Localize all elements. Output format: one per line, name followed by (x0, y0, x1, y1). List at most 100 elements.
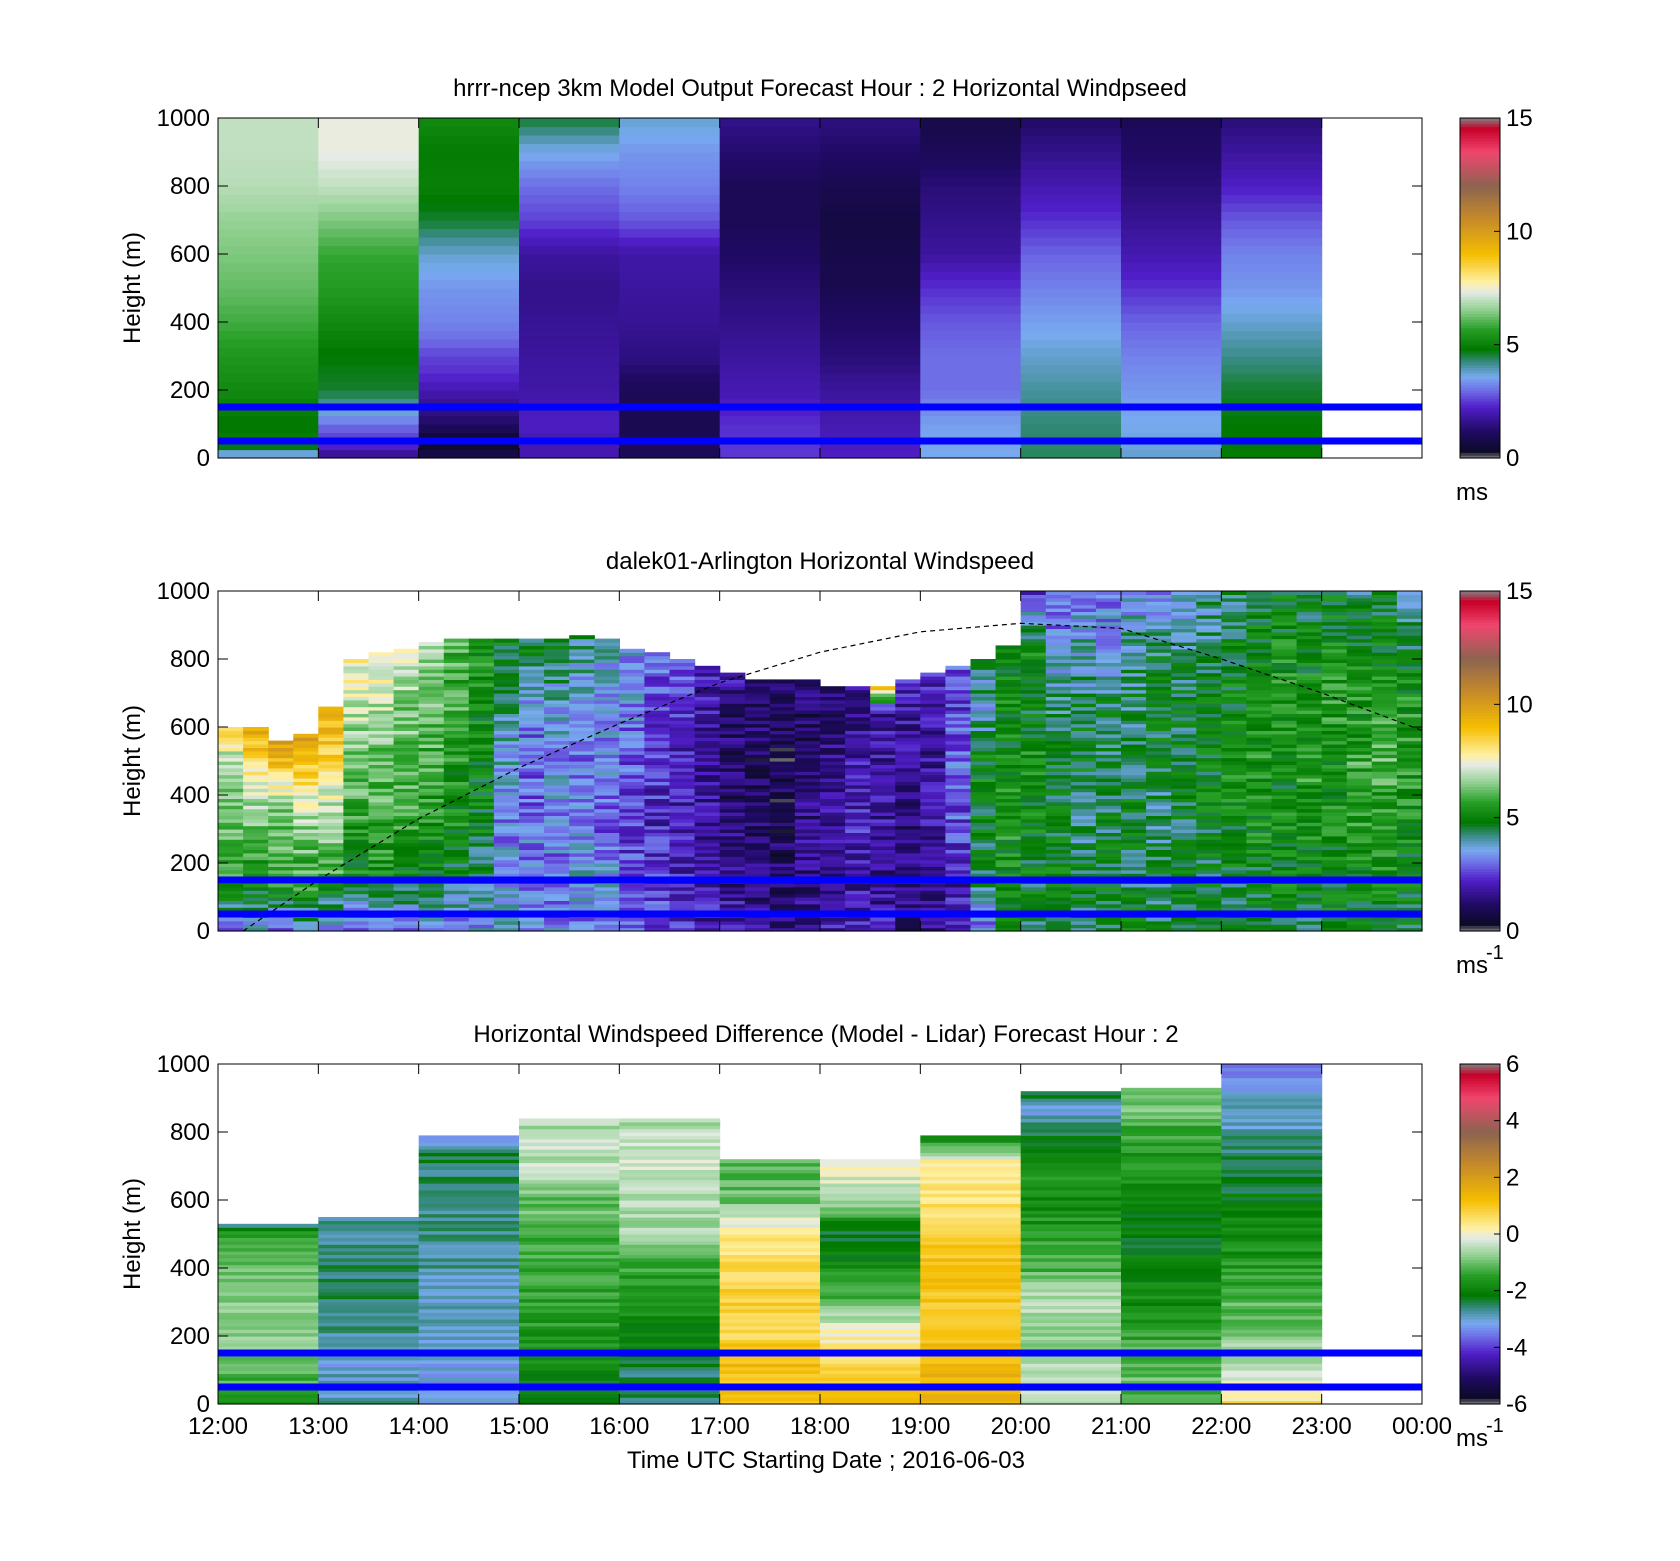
heatmap-cell (218, 920, 244, 925)
heatmap-cell (493, 832, 520, 837)
heatmap-cell (1321, 873, 1348, 878)
heatmap-cell (569, 693, 595, 697)
heatmap-cell (544, 863, 570, 867)
heatmap-cell (895, 747, 921, 752)
heatmap-cell (1070, 764, 1097, 769)
heatmap-cell (1146, 706, 1172, 711)
colorbar-swatch (1460, 392, 1500, 397)
heatmap-cell (594, 805, 620, 810)
heatmap-cell (945, 859, 972, 864)
heatmap-cell (870, 740, 896, 745)
heatmap-cell (243, 849, 269, 854)
heatmap-cell (343, 805, 370, 810)
heatmap-cell (1296, 778, 1323, 782)
colorbar-swatch (1460, 222, 1500, 227)
heatmap-cell (694, 883, 721, 888)
heatmap-cell (895, 873, 921, 878)
heatmap-cell (1271, 829, 1298, 833)
colorbar-swatch (1460, 755, 1500, 759)
heatmap-cell (268, 849, 294, 854)
heatmap-cell (243, 890, 269, 895)
heatmap-cell (644, 907, 671, 912)
heatmap-cell (268, 890, 294, 895)
heatmap-cell (895, 924, 921, 929)
heatmap-cell (870, 893, 896, 898)
heatmap-cell (1121, 689, 1147, 694)
heatmap-cell (1045, 927, 1072, 932)
heatmap-cell (845, 897, 871, 901)
heatmap-cell (1271, 696, 1298, 701)
heatmap-cell (1121, 924, 1147, 929)
heatmap-cell (519, 740, 545, 745)
heatmap-cell (368, 788, 395, 793)
heatmap-cell (820, 381, 921, 391)
heatmap-cell (1146, 703, 1172, 708)
heatmap-cell (820, 716, 846, 721)
heatmap-cell (1171, 852, 1197, 857)
heatmap-cell (1095, 869, 1122, 874)
colorbar-swatch (1460, 831, 1500, 836)
heatmap-cell (243, 730, 269, 735)
heatmap-cell (1146, 829, 1172, 833)
heatmap-cell (519, 160, 620, 170)
heatmap-cell (1196, 713, 1222, 718)
heatmap-cell (519, 169, 620, 179)
heatmap-cell (644, 839, 671, 844)
heatmap-cell (343, 798, 370, 803)
heatmap-cell (870, 716, 896, 721)
heatmap-cell (1171, 706, 1197, 711)
heatmap-cell (820, 818, 846, 823)
heatmap-cell (418, 716, 445, 721)
heatmap-cell (1371, 672, 1398, 677)
heatmap-cell (544, 873, 570, 878)
heatmap-cell (1396, 608, 1423, 612)
heatmap-cell (1020, 652, 1047, 657)
heatmap-cell (845, 829, 871, 833)
heatmap-cell (268, 774, 294, 779)
heatmap-cell (1346, 798, 1373, 803)
heatmap-cell (1246, 693, 1273, 697)
colorbar-swatch (1460, 390, 1500, 394)
heatmap-cell (794, 825, 821, 830)
heatmap-cell (895, 866, 921, 871)
heatmap-cell (1121, 672, 1147, 677)
heatmap-cell (1020, 788, 1047, 793)
heatmap-cell (318, 727, 344, 731)
heatmap-cell (1196, 798, 1222, 803)
colorbar-swatch (1460, 288, 1500, 292)
heatmap-cell (1045, 706, 1072, 711)
heatmap-cell (1396, 835, 1423, 840)
heatmap-cell (468, 835, 495, 840)
colorbar-swatch (1460, 885, 1500, 890)
heatmap-cell (1371, 594, 1398, 599)
heatmap-cell (1346, 611, 1373, 616)
heatmap-cell (1346, 638, 1373, 643)
colorbar-swatch (1460, 296, 1500, 300)
heatmap-cell (1346, 866, 1373, 871)
heatmap-cell (1020, 638, 1047, 643)
heatmap-cell (970, 924, 997, 929)
heatmap-cell (1020, 812, 1047, 816)
heatmap-cell (1271, 608, 1298, 612)
heatmap-cell (1095, 648, 1122, 653)
heatmap-cell (820, 754, 846, 759)
heatmap-cell (945, 842, 972, 847)
heatmap-cell (218, 228, 319, 238)
heatmap-cell (1121, 764, 1147, 769)
heatmap-cell (619, 903, 645, 908)
heatmap-cell (1121, 415, 1222, 425)
heatmap-cell (1296, 604, 1323, 609)
colorbar-swatch (1460, 854, 1500, 858)
heatmap-cell (443, 808, 470, 813)
heatmap-cell (619, 177, 721, 187)
heatmap-cell (1070, 608, 1097, 612)
heatmap-cell (1321, 625, 1348, 629)
heatmap-cell (995, 798, 1022, 803)
heatmap-cell (1296, 863, 1323, 867)
heatmap-cell (1371, 676, 1398, 680)
heatmap-cell (293, 907, 319, 912)
heatmap-cell (1121, 254, 1222, 264)
colorbar-swatch (1460, 610, 1500, 615)
heatmap-cell (393, 873, 420, 878)
heatmap-cell (1146, 642, 1172, 646)
